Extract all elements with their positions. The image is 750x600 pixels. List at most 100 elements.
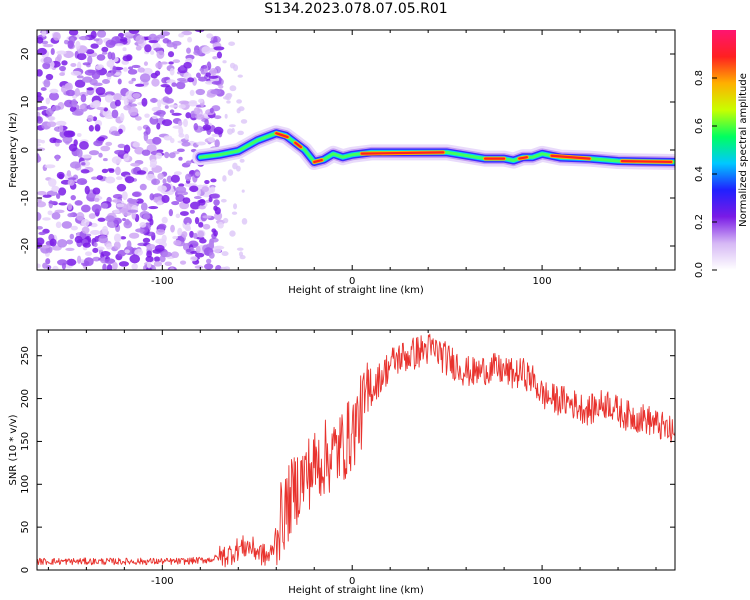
noise-blob: [216, 51, 223, 59]
noise-blob: [135, 35, 145, 45]
noise-blob: [55, 139, 63, 144]
noise-blob: [76, 61, 82, 70]
noise-blob: [222, 60, 227, 64]
noise-blob: [236, 165, 241, 172]
noise-blob: [66, 170, 72, 177]
noise-blob: [195, 245, 201, 254]
noise-blob: [178, 183, 185, 187]
noise-blob: [228, 41, 236, 46]
spectrogram-heatmap: [37, 30, 675, 270]
noise-blob: [120, 236, 127, 240]
noise-blob: [95, 65, 103, 70]
noise-blob: [82, 76, 93, 83]
noise-blob: [44, 164, 56, 169]
noise-blob: [100, 251, 111, 257]
noise-blob: [137, 67, 145, 73]
noise-blob: [75, 40, 81, 50]
noise-blob: [163, 135, 173, 141]
noise-blob: [167, 51, 175, 58]
noise-blob: [231, 127, 235, 134]
noise-blob: [202, 215, 212, 219]
noise-blob: [169, 137, 175, 144]
spectral-ridge-core: [360, 151, 445, 155]
noise-blob: [119, 37, 128, 42]
noise-blob: [93, 38, 100, 42]
noise-blob: [88, 150, 100, 156]
noise-blob: [169, 68, 175, 76]
noise-blob: [183, 118, 188, 128]
noise-blob: [61, 60, 68, 66]
noise-blob: [193, 107, 201, 115]
noise-blob: [166, 175, 173, 183]
noise-blob: [189, 230, 194, 238]
noise-blob: [168, 61, 174, 65]
noise-blob: [123, 67, 128, 72]
noise-blob: [144, 44, 152, 53]
colorbar-tick-label: 0.0: [694, 262, 705, 278]
noise-blob: [185, 112, 192, 119]
noise-blob: [177, 227, 183, 236]
noise-blob: [105, 39, 116, 49]
noise-blob: [113, 233, 122, 243]
noise-blob: [117, 78, 122, 85]
snr-series: [37, 333, 675, 568]
noise-blob: [100, 202, 109, 209]
noise-blob: [70, 194, 76, 201]
noise-blob: [205, 72, 211, 77]
noise-blob: [81, 162, 86, 166]
noise-blob: [178, 100, 190, 105]
noise-blob: [92, 82, 103, 87]
noise-blob: [161, 194, 170, 204]
noise-blob: [149, 218, 154, 226]
noise-blob: [183, 217, 192, 226]
noise-blob: [131, 263, 138, 270]
noise-blob: [117, 249, 127, 257]
noise-blob: [210, 186, 216, 193]
noise-blob: [88, 124, 94, 132]
noise-blob: [222, 217, 229, 224]
y-tick-label: -10: [20, 190, 31, 206]
noise-blob: [208, 75, 219, 79]
noise-blob: [221, 251, 229, 257]
y-tick-label: 100: [20, 475, 31, 494]
noise-blob: [222, 175, 227, 182]
noise-blob: [122, 47, 127, 52]
noise-blob: [76, 75, 84, 79]
noise-blob: [67, 40, 74, 49]
noise-blob: [74, 79, 86, 88]
noise-blob: [47, 178, 57, 187]
noise-blob: [90, 30, 97, 39]
noise-blob: [76, 133, 82, 138]
noise-blob: [172, 235, 179, 240]
noise-blob: [193, 123, 199, 131]
noise-blob: [79, 140, 89, 150]
noise-blob: [74, 235, 83, 244]
noise-blob: [98, 152, 103, 158]
noise-blob: [151, 178, 161, 186]
noise-blob: [194, 171, 201, 177]
noise-blob: [37, 47, 47, 56]
noise-blob: [229, 85, 237, 92]
colorbar-tick-label: 0.8: [694, 70, 705, 86]
noise-blob: [140, 202, 148, 211]
noise-blob: [153, 261, 163, 267]
noise-blob: [157, 185, 167, 192]
noise-blob: [93, 140, 103, 147]
noise-blob: [145, 126, 151, 135]
noise-blob: [40, 245, 50, 249]
noise-blob: [65, 247, 75, 252]
noise-blob: [59, 72, 65, 77]
noise-blob: [37, 237, 45, 246]
noise-blob: [155, 228, 166, 236]
noise-blob: [186, 47, 191, 54]
noise-blob: [173, 171, 182, 176]
spectrogram-xlabel: Height of straight line (km): [288, 285, 424, 296]
noise-blob: [201, 186, 209, 193]
noise-blob: [76, 178, 88, 185]
noise-blob: [156, 50, 165, 59]
noise-blob: [57, 259, 68, 266]
colorbar-tick-label: 0.4: [694, 166, 705, 182]
noise-blob: [37, 95, 44, 102]
noise-blob: [210, 178, 217, 183]
noise-blob: [134, 83, 145, 87]
